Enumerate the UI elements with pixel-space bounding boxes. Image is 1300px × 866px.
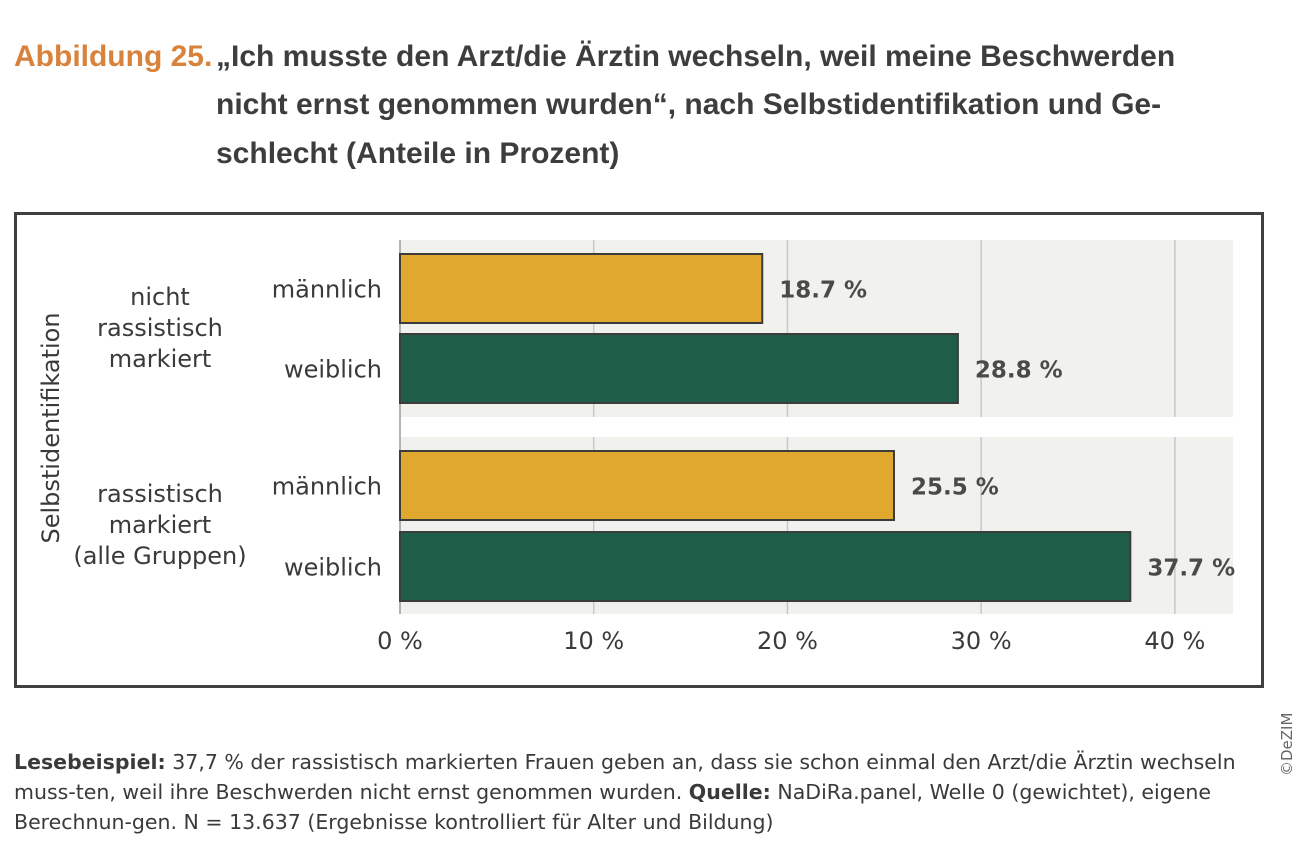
bar-value-label: 37.7 % — [1147, 556, 1235, 582]
x-tick-label: 30 % — [951, 627, 1012, 655]
x-tick-label: 10 % — [563, 627, 624, 655]
note-text-1: 37,7 % der rassistisch markierten Frauen… — [14, 750, 1236, 804]
note-source-label: Quelle: — [688, 780, 771, 804]
x-tick-label: 40 % — [1144, 627, 1205, 655]
x-tick-label: 20 % — [757, 627, 818, 655]
y-axis-title: Selbstidentifikation — [37, 312, 65, 543]
bar-category-label: weiblich — [284, 554, 382, 582]
group-label-line: markiert — [109, 345, 212, 373]
bar-value-label: 28.8 % — [975, 358, 1063, 384]
figure-title-line-2: nicht ernst genommen wurden“, nach Selbs… — [216, 88, 1162, 121]
figure-number: Abbildung 25. — [14, 40, 213, 73]
bar-2-weiblich — [399, 531, 1132, 602]
bar-value-label: 18.7 % — [779, 278, 867, 304]
group-label-line: (alle Gruppen) — [73, 542, 246, 570]
credit-text: ©DeZIM — [1278, 712, 1296, 776]
figure-title-line-1: „Ich musste den Arzt/die Ärztin wechseln… — [216, 40, 1176, 73]
group-label-line: nicht — [130, 283, 190, 311]
bar-category-label: weiblich — [284, 356, 382, 384]
group-label-line: markiert — [109, 511, 212, 539]
note-lead: Lesebeispiel: — [14, 750, 166, 774]
group-label-line: rassistisch — [97, 480, 223, 508]
bar-1-weiblich — [399, 333, 959, 404]
bar-1-männlich — [399, 253, 764, 324]
bar-2-männlich — [399, 450, 895, 521]
note-text-2: NaDiRa.panel, Welle 0 (gewichtet), eigen… — [14, 780, 1211, 834]
chart-frame — [14, 212, 1264, 688]
bar-category-label: männlich — [272, 473, 382, 501]
x-tick-label: 0 % — [377, 627, 423, 655]
bar-value-label: 25.5 % — [911, 475, 999, 501]
group-label-line: rassistisch — [97, 314, 223, 342]
figure-title-line-3: schlecht (Anteile in Prozent) — [216, 137, 620, 170]
bar-category-label: männlich — [272, 276, 382, 304]
reading-note: Lesebeispiel: 37,7 % der rassistisch mar… — [14, 747, 1276, 837]
copyright-credit: ©DeZIM — [1276, 690, 1300, 780]
